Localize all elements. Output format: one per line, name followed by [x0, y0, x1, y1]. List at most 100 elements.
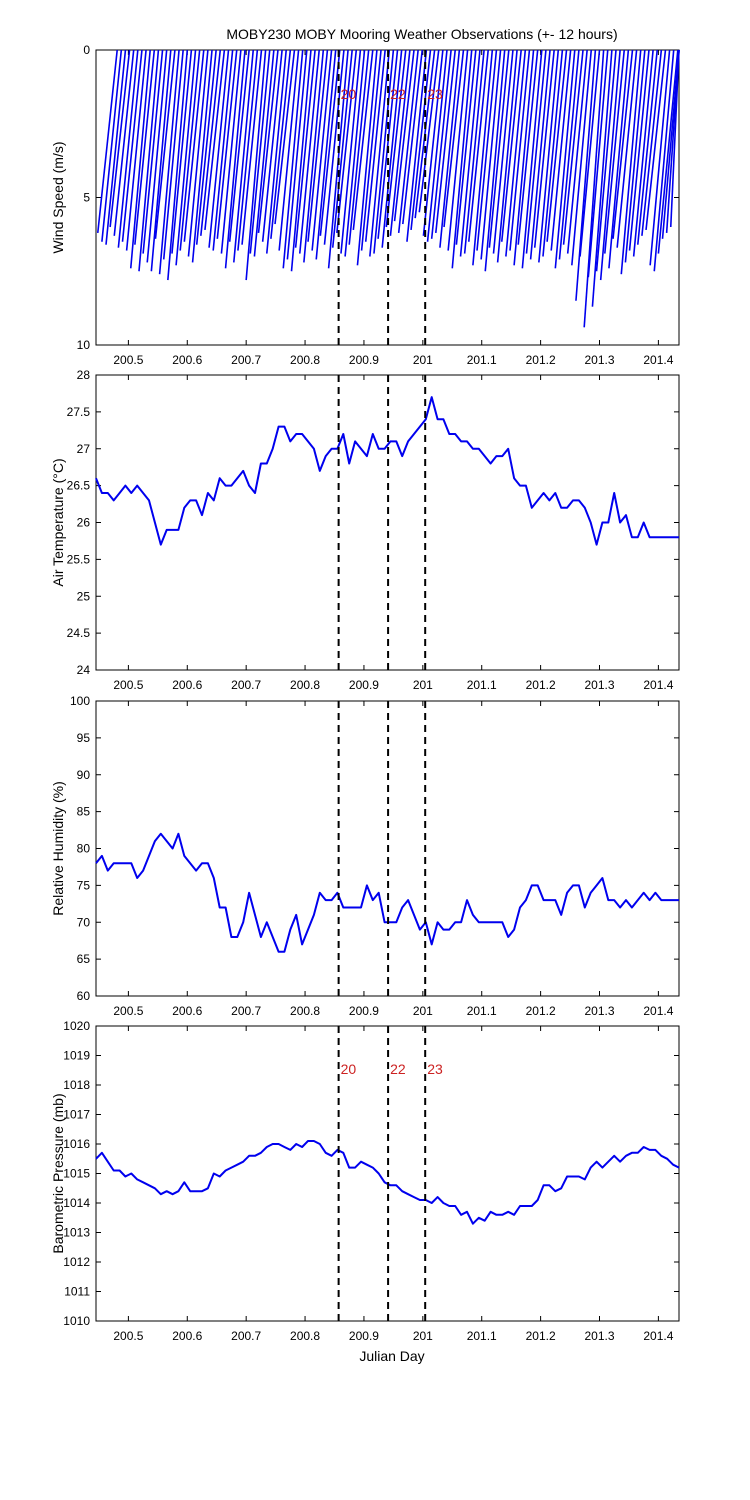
relative-humidity-x-tick-label: 201.3	[584, 1004, 614, 1018]
wind-speed-wind-stick	[669, 49, 680, 228]
relative-humidity-x-tick-label: 201	[413, 1004, 433, 1018]
wind-speed-wind-stick	[505, 49, 527, 257]
wind-speed-wind-stick	[476, 49, 498, 251]
wind-speed-wind-stick	[134, 49, 156, 245]
barometric-pressure-x-tick-label: 201.1	[467, 1329, 497, 1343]
air-temperature-y-tick-label: 24.5	[67, 626, 91, 640]
wind-speed-wind-stick	[591, 49, 613, 307]
wind-speed-wind-stick	[109, 49, 131, 228]
wind-speed-wind-stick	[558, 49, 580, 260]
barometric-pressure-y-tick-label: 1014	[63, 1196, 90, 1210]
wind-speed-wind-stick	[641, 49, 663, 236]
wind-speed-wind-stick	[138, 49, 160, 272]
wind-speed-wind-stick	[389, 49, 411, 236]
relative-humidity-x-tick-label: 201.2	[526, 1004, 556, 1018]
wind-speed-wind-stick	[187, 49, 209, 257]
wind-speed-wind-stick	[204, 49, 226, 231]
relative-humidity-y-tick-label: 90	[77, 768, 91, 782]
wind-speed-wind-stick	[525, 49, 547, 254]
wind-speed-x-tick-label: 200.9	[349, 353, 379, 367]
wind-speed-wind-stick	[595, 49, 617, 272]
wind-speed-wind-stick	[307, 49, 329, 242]
wind-speed-wind-stick	[492, 49, 514, 254]
wind-speed-wind-stick	[373, 49, 395, 254]
wind-speed-wind-stick	[579, 49, 601, 257]
relative-humidity-y-tick-label: 95	[77, 731, 91, 745]
wind-speed-wind-stick	[171, 49, 193, 254]
wind-speed-x-tick-label: 200.5	[113, 353, 143, 367]
wind-speed-wind-stick	[195, 49, 217, 245]
wind-speed-x-tick-label: 201.4	[643, 353, 673, 367]
relative-humidity-y-tick-label: 65	[77, 952, 91, 966]
relative-humidity-y-tick-label: 85	[77, 805, 91, 819]
air-temperature-x-tick-label: 201.2	[526, 678, 556, 692]
relative-humidity-panel: 200.5 200.6 200.7 200.8 200.9 201 201.1 201.2 20…	[50, 694, 680, 1018]
wind-speed-wind-stick	[521, 49, 543, 269]
relative-humidity-x-tick-label: 200.8	[290, 1004, 320, 1018]
wind-speed-wind-stick	[459, 49, 481, 257]
wind-speed-wind-stick	[587, 49, 609, 278]
wind-speed-wind-stick	[463, 49, 485, 254]
wind-speed-wind-stick	[608, 49, 630, 269]
wind-speed-wind-stick	[286, 49, 308, 260]
air-temperature-x-tick-label: 201.3	[584, 678, 614, 692]
wind-speed-wind-stick	[533, 49, 555, 248]
wind-speed-wind-stick	[529, 49, 551, 260]
wind-speed-wind-stick	[265, 49, 288, 254]
wind-speed-wind-stick	[472, 49, 494, 266]
wind-speed-wind-stick	[257, 49, 279, 233]
barometric-pressure-x-tick-label: 200.5	[113, 1329, 143, 1343]
relative-humidity-y-tick-label: 80	[77, 842, 91, 856]
barometric-pressure-x-tick-label: 200.7	[231, 1329, 261, 1343]
wind-speed-marker-label: 23	[427, 86, 443, 102]
wind-speed-wind-stick	[101, 49, 123, 242]
wind-speed-wind-stick	[616, 49, 638, 248]
wind-speed-wind-stick	[583, 49, 605, 328]
wind-speed-wind-stick	[212, 49, 234, 251]
wind-speed-wind-stick	[360, 49, 382, 251]
air-temperature-x-tick-label: 200.5	[113, 678, 143, 692]
wind-speed-x-tick-label: 200.8	[290, 353, 320, 367]
air-temperature-x-tick-label: 201	[413, 678, 433, 692]
wind-speed-wind-stick	[636, 49, 659, 245]
wind-speed-wind-stick	[162, 49, 184, 260]
wind-speed-wind-stick	[632, 49, 654, 257]
wind-speed-wind-stick	[447, 49, 469, 251]
wind-speed-wind-stick	[233, 49, 255, 263]
wind-speed-wind-stick	[331, 49, 353, 248]
wind-speed-wind-stick	[356, 49, 378, 266]
wind-speed-y-tick-label: 10	[77, 338, 91, 352]
wind-speed-wind-stick	[323, 49, 345, 245]
barometric-pressure-x-tick-label: 200.8	[290, 1329, 320, 1343]
wind-speed-wind-stick	[183, 49, 205, 242]
wind-speed-wind-stick	[488, 49, 510, 248]
wind-speed-wind-stick	[117, 49, 139, 248]
wind-speed-marker-label: 22	[390, 86, 406, 102]
relative-humidity-x-tick-label: 201.1	[467, 1004, 497, 1018]
wind-speed-wind-stick	[303, 49, 325, 263]
wind-speed-wind-stick	[105, 49, 127, 245]
barometric-pressure-y-tick-label: 1010	[63, 1314, 90, 1328]
barometric-pressure-x-tick-label: 201.2	[526, 1329, 556, 1343]
barometric-pressure-y-tick-label: 1018	[63, 1078, 90, 1092]
barometric-pressure-x-tick-label: 201	[413, 1329, 433, 1343]
wind-speed-wind-stick	[571, 49, 593, 266]
wind-speed-wind-stick	[546, 49, 568, 242]
barometric-pressure-y-tick-label: 1012	[63, 1255, 90, 1269]
wind-speed-wind-stick	[208, 49, 230, 248]
wind-speed-wind-stick	[340, 49, 362, 254]
barometric-pressure-y-tick-label: 1017	[63, 1108, 90, 1122]
barometric-pressure-y-axis-label: Barometric Pressure (mb)	[50, 1093, 66, 1253]
wind-speed-wind-stick	[348, 49, 370, 245]
wind-speed-wind-stick	[245, 49, 267, 281]
wind-speed-wind-stick	[649, 49, 671, 266]
relative-humidity-x-tick-label: 200.6	[172, 1004, 202, 1018]
air-temperature-x-tick-label: 200.8	[290, 678, 320, 692]
barometric-pressure-y-tick-label: 1020	[63, 1019, 90, 1033]
wind-speed-x-tick-label: 201.2	[526, 353, 556, 367]
air-temperature-x-tick-label: 201.4	[643, 678, 673, 692]
wind-speed-wind-stick	[467, 49, 489, 242]
barometric-pressure-y-tick-label: 1019	[63, 1049, 90, 1063]
wind-speed-wind-stick	[200, 49, 222, 236]
